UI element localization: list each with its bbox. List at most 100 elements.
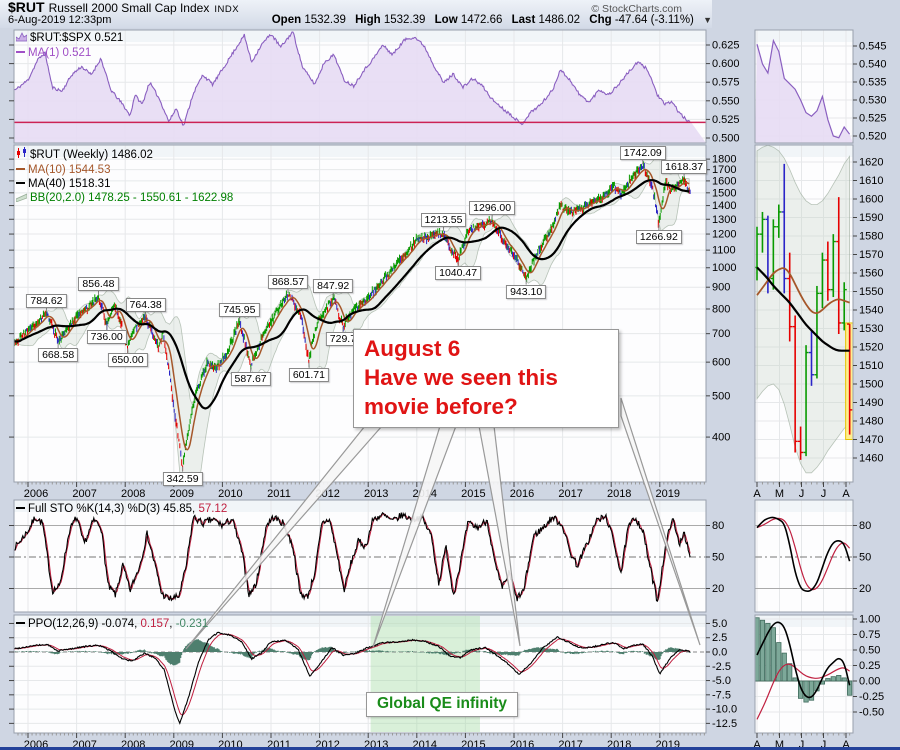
svg-text:-2.5: -2.5 bbox=[712, 661, 731, 673]
svg-text:0.550: 0.550 bbox=[712, 95, 740, 107]
svg-text:J: J bbox=[821, 739, 827, 750]
svg-text:1100: 1100 bbox=[712, 245, 736, 257]
ppo-legend: PPO(12,26,9) -0.074, 0.157, -0.231 bbox=[16, 617, 208, 631]
svg-text:2019: 2019 bbox=[656, 739, 680, 750]
svg-text:0.625: 0.625 bbox=[712, 40, 740, 52]
svg-text:20: 20 bbox=[712, 583, 724, 595]
low-label: Low bbox=[434, 14, 458, 26]
sto-panel: 80 50 20 bbox=[9, 499, 724, 613]
svg-text:1490: 1490 bbox=[859, 397, 883, 409]
svg-text:0.25: 0.25 bbox=[859, 660, 880, 672]
bollinger-band-icon bbox=[15, 191, 28, 206]
ppo-signal-value: 0.157 bbox=[140, 618, 170, 630]
svg-text:20: 20 bbox=[859, 583, 871, 595]
svg-text:1530: 1530 bbox=[859, 323, 883, 335]
open-value: 1532.39 bbox=[304, 14, 346, 26]
last-value: 1486.02 bbox=[538, 14, 581, 26]
high-value: 1532.39 bbox=[383, 14, 426, 26]
svg-text:-10.0: -10.0 bbox=[712, 704, 737, 716]
ticker-symbol: $RUT bbox=[8, 0, 45, 15]
svg-text:1580: 1580 bbox=[859, 231, 883, 243]
svg-text:2018: 2018 bbox=[607, 739, 631, 750]
high-label: High bbox=[355, 14, 381, 26]
price-title: $RUT (Weekly) 1486.02 bbox=[30, 149, 153, 161]
quote-dropdown-icon[interactable]: ▼ bbox=[703, 15, 712, 25]
svg-text:1600: 1600 bbox=[712, 175, 736, 187]
svg-text:1500: 1500 bbox=[712, 187, 736, 199]
svg-text:80: 80 bbox=[859, 520, 871, 532]
low-value: 1472.66 bbox=[460, 14, 503, 26]
svg-text:0.0: 0.0 bbox=[712, 647, 727, 659]
chg-value: -47.64 (-3.11%) bbox=[614, 14, 694, 26]
svg-text:1.00: 1.00 bbox=[859, 614, 880, 626]
ppo-sep: , bbox=[169, 618, 176, 630]
svg-text:800: 800 bbox=[712, 303, 730, 315]
sto-d-value: 57.12 bbox=[198, 503, 228, 515]
ma10-label: MA(10) 1544.53 bbox=[28, 164, 111, 176]
svg-text:2008: 2008 bbox=[121, 739, 145, 750]
svg-text:2012: 2012 bbox=[315, 739, 339, 750]
window-bottom-edge bbox=[0, 747, 900, 750]
svg-text:0.500: 0.500 bbox=[712, 133, 740, 145]
svg-text:2013: 2013 bbox=[364, 488, 388, 500]
svg-text:2019: 2019 bbox=[656, 488, 680, 500]
svg-text:0.600: 0.600 bbox=[712, 58, 740, 70]
svg-text:2.5: 2.5 bbox=[712, 632, 727, 644]
chg-label: Chg bbox=[589, 14, 612, 26]
svg-text:0.75: 0.75 bbox=[859, 629, 880, 641]
svg-text:1600: 1600 bbox=[859, 194, 883, 206]
svg-text:80: 80 bbox=[712, 520, 724, 532]
svg-text:2006: 2006 bbox=[24, 739, 48, 750]
svg-text:-7.5: -7.5 bbox=[712, 689, 731, 701]
svg-text:A: A bbox=[842, 488, 850, 500]
svg-text:1200: 1200 bbox=[712, 229, 736, 241]
area-chart-icon bbox=[15, 31, 28, 46]
svg-text:600: 600 bbox=[712, 357, 730, 369]
svg-text:2008: 2008 bbox=[121, 488, 145, 500]
svg-text:A: A bbox=[753, 488, 761, 500]
svg-text:1460: 1460 bbox=[859, 453, 883, 465]
svg-text:-5.0: -5.0 bbox=[712, 675, 731, 687]
svg-text:0.530: 0.530 bbox=[859, 95, 887, 107]
svg-text:2016: 2016 bbox=[510, 739, 534, 750]
svg-text:0.525: 0.525 bbox=[712, 114, 740, 126]
svg-text:-0.25: -0.25 bbox=[859, 691, 884, 703]
svg-text:2007: 2007 bbox=[72, 488, 96, 500]
svg-text:1480: 1480 bbox=[859, 416, 883, 428]
svg-text:M: M bbox=[775, 739, 784, 750]
svg-text:1700: 1700 bbox=[712, 164, 736, 176]
ma40-line-swatch bbox=[16, 182, 25, 184]
svg-text:A: A bbox=[753, 739, 761, 750]
svg-text:-12.5: -12.5 bbox=[712, 718, 737, 730]
svg-text:1540: 1540 bbox=[859, 305, 883, 317]
chart-datetime: 6-Aug-2019 12:33pm bbox=[8, 14, 112, 26]
svg-text:5.0: 5.0 bbox=[712, 618, 727, 630]
ratio-panel: 0.625 0.600 0.575 0.550 0.525 0.500 bbox=[9, 29, 740, 145]
svg-text:2010: 2010 bbox=[218, 739, 242, 750]
x-axis-years: 2006 2007 2008 2009 2010 2011 2012 2013 2014 2015… bbox=[17, 733, 850, 750]
callout-line-1: August 6 bbox=[364, 336, 461, 361]
bb-label: BB(20,2.0) 1478.25 - 1550.61 - 1622.98 bbox=[30, 192, 234, 204]
qe-infinity-label: Global QE infinity bbox=[366, 692, 519, 717]
svg-text:2018: 2018 bbox=[607, 488, 631, 500]
svg-text:50: 50 bbox=[712, 552, 724, 564]
ma1-label: MA(1) 0.521 bbox=[28, 47, 92, 59]
svg-text:1500: 1500 bbox=[859, 379, 883, 391]
callout-note: August 6 Have we seen this movie before? bbox=[353, 329, 619, 428]
copyright: © StockCharts.com bbox=[591, 3, 682, 15]
svg-text:0.535: 0.535 bbox=[859, 77, 887, 89]
ticker-exchange: INDX bbox=[214, 4, 240, 15]
svg-text:1400: 1400 bbox=[712, 200, 736, 212]
ticker-name: Russell 2000 Small Cap Index bbox=[48, 1, 210, 15]
svg-text:1610: 1610 bbox=[859, 175, 883, 187]
svg-text:1520: 1520 bbox=[859, 342, 883, 354]
svg-text:2017: 2017 bbox=[558, 488, 582, 500]
price-legend: $RUT (Weekly) 1486.02 MA(10) 1544.53 MA(… bbox=[15, 147, 234, 206]
svg-text:2014: 2014 bbox=[413, 739, 437, 750]
svg-text:J: J bbox=[799, 488, 805, 500]
quote-header: $RUT Russell 2000 Small Cap Index INDX © S… bbox=[0, 0, 712, 28]
svg-text:2009: 2009 bbox=[170, 488, 194, 500]
ppo-line-swatch bbox=[16, 622, 25, 624]
svg-text:0.00: 0.00 bbox=[859, 676, 880, 688]
